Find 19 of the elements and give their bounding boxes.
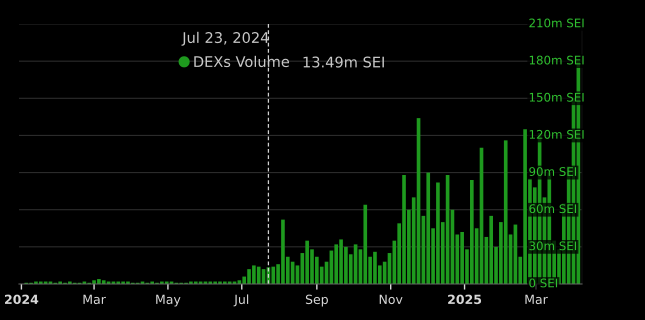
y-tick-label: 60m SEI bbox=[529, 204, 576, 214]
x-tick-label: 2025 bbox=[448, 294, 482, 304]
y-tick-label: 30m SEI bbox=[529, 241, 576, 250]
x-tick-label: Nov bbox=[380, 294, 403, 304]
x-tick-label: Mar bbox=[84, 294, 106, 304]
x-tick-label: Mar bbox=[525, 294, 548, 304]
y-tick-label: 180m SEI bbox=[530, 56, 584, 65]
x-tick-label: Sep bbox=[306, 294, 328, 307]
y-tick-label: 120m SEI bbox=[530, 130, 584, 139]
x-tick-label: Jul bbox=[234, 294, 248, 306]
x-tick-label: May bbox=[156, 294, 180, 307]
annotation: 13.49m SEI bbox=[304, 56, 384, 68]
legend-label: DEXs Volume bbox=[194, 56, 290, 68]
y-tick-label: 150m SEI bbox=[530, 92, 584, 102]
y-tick-label: 210m SEI bbox=[529, 18, 584, 28]
y-tick-label: 90m SEI bbox=[529, 167, 576, 176]
ref-line-label: Jul 23, 2024 bbox=[182, 32, 269, 46]
y-tick-label: 0 SEI bbox=[529, 278, 558, 288]
x-tick-label: 2024 bbox=[5, 294, 38, 304]
